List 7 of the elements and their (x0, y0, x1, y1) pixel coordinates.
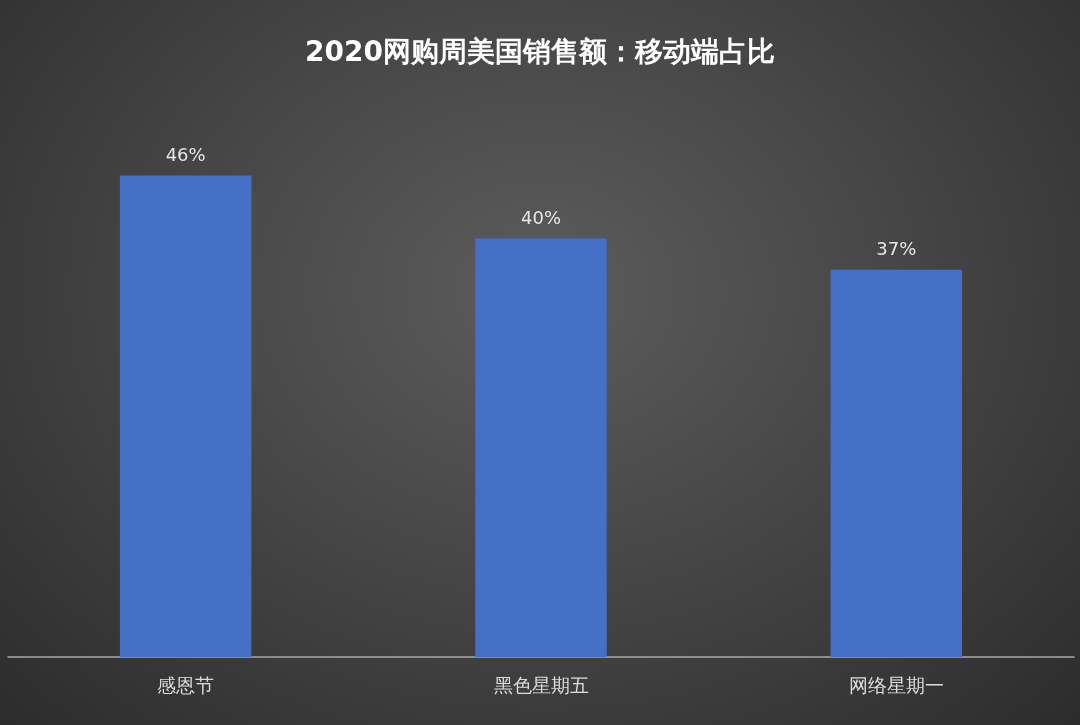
x-tick-label: 感恩节 (157, 673, 215, 696)
data-label: 40% (520, 206, 562, 228)
data-label: 46% (165, 144, 206, 166)
data-label: 37% (876, 238, 917, 260)
chart-title: 2020网购周美国销售额：移动端占比 (305, 34, 775, 68)
x-tick-label: 黑色星期五 (493, 673, 589, 696)
x-tick-label: 网络星期一 (848, 673, 944, 696)
